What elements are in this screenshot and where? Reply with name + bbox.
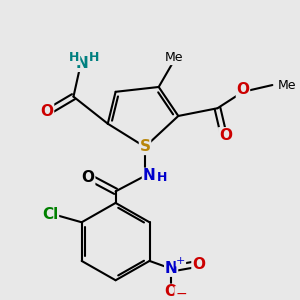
- Text: H: H: [89, 52, 99, 64]
- Text: +: +: [176, 256, 186, 266]
- Text: N: N: [76, 56, 89, 71]
- Text: Me: Me: [278, 79, 297, 92]
- Text: H: H: [69, 52, 80, 64]
- Text: O: O: [192, 257, 205, 272]
- Text: N: N: [142, 168, 155, 183]
- Text: −: −: [175, 287, 187, 300]
- Text: H: H: [157, 171, 167, 184]
- Text: Me: Me: [165, 52, 184, 64]
- Text: O: O: [82, 170, 95, 185]
- Text: S: S: [140, 140, 151, 154]
- Text: O: O: [165, 284, 178, 299]
- Text: Cl: Cl: [42, 207, 58, 222]
- Text: O: O: [236, 82, 250, 98]
- Text: N: N: [165, 261, 178, 276]
- Text: O: O: [40, 103, 53, 118]
- Text: O: O: [219, 128, 232, 143]
